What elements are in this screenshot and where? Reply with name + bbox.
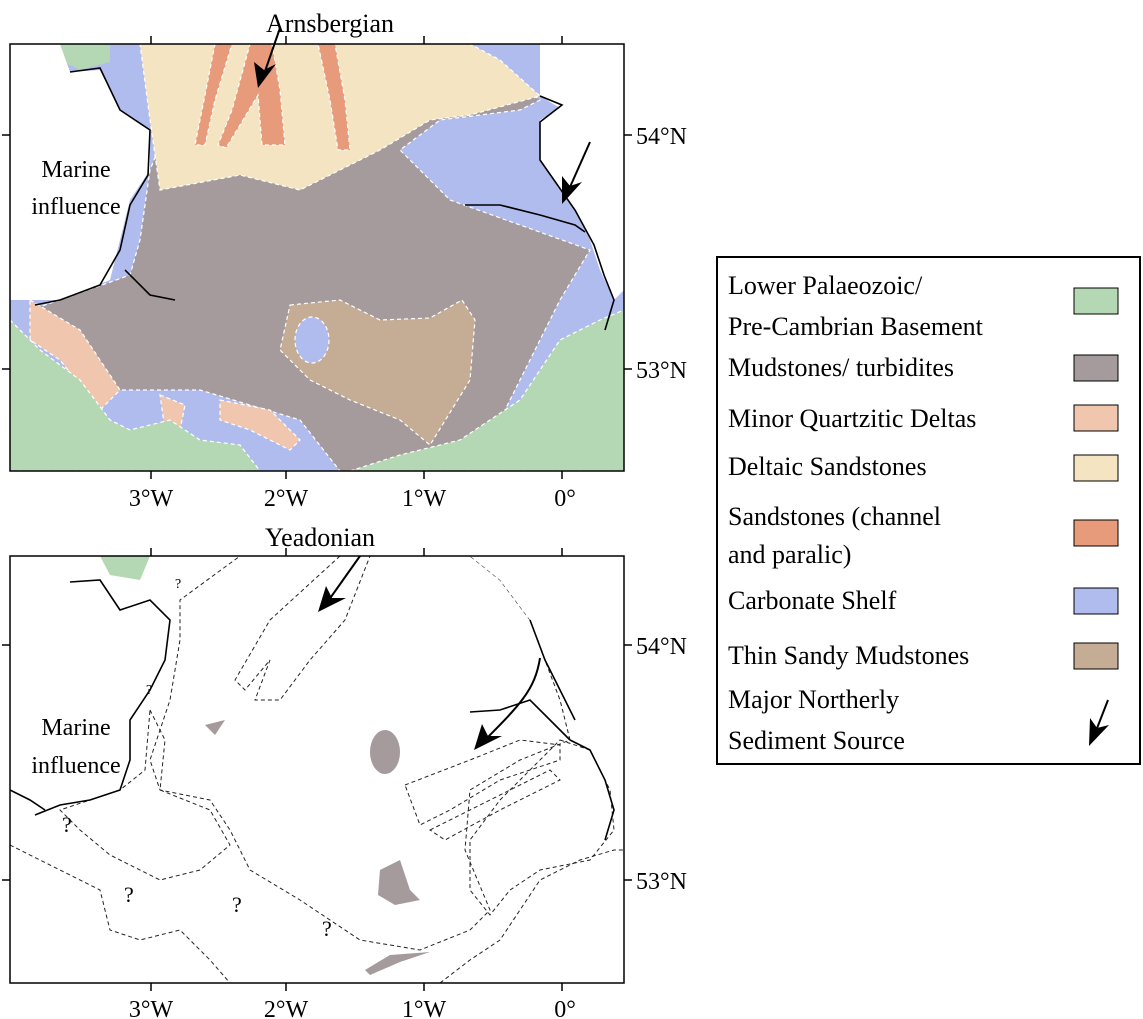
legend-swatch-basement [1073,287,1119,315]
channel-sandstone-region [234,556,371,701]
y-axis-ticks [2,134,632,370]
carbonate-shelf-region [469,739,615,916]
arrow-icon [1089,699,1109,746]
legend-label: Thin Sandy Mudstones [728,641,969,670]
legend-label: Pre-Cambrian Basement [728,312,984,341]
question-mark: ? [146,683,152,698]
basement-region [60,44,110,70]
legend-label: Sandstones (channel [728,502,941,531]
legend-label: Major Northerly [728,685,899,714]
legend-swatch-carbonate [1073,587,1119,615]
channel-sandstone-region [429,769,561,841]
coastline [569,739,615,841]
marine-influence-label: Marine [41,715,110,741]
y-axis-ticks [2,644,632,881]
map-arnsbergian: Arnsbergian Marine influence 3°W 2°W 1°W… [2,9,687,512]
mudstone-region [370,730,400,774]
legend-swatch-quartzitic [1073,404,1119,432]
marine-influence-label: influence [31,194,120,220]
basement-region [439,849,624,983]
legend-swatch-channel [1073,519,1119,547]
map-yeadonian: Yeadonian Marine influence ? ? ? ? ? ? 3… [2,523,687,1019]
legend-label: Mudstones/ turbidites [728,353,954,382]
question-mark: ? [232,892,242,917]
coastline [539,95,615,331]
sediment-source-arrow [474,657,541,750]
legend-swatch-sandy-mudstone [1073,642,1119,670]
coastline [465,204,586,233]
marine-influence-label: influence [31,753,120,779]
legend-label: Deltaic Sandstones [728,452,927,481]
question-mark: ? [62,812,72,837]
land-region [470,556,624,760]
y-tick-label: 54°N [636,124,687,150]
carbonate-shelf-region [294,316,330,364]
basement-region [10,844,231,983]
x-tick-label: 0° [554,997,576,1019]
basement-region [100,556,150,580]
x-tick-label: 1°W [402,997,447,1019]
coastline [124,269,176,301]
legend-swatch-deltaic [1073,454,1119,482]
land-region [10,44,150,300]
basement-region [349,309,624,471]
x-tick-label: 2°W [264,997,309,1019]
coastline [34,579,171,816]
x-axis-ticks [150,548,563,991]
legend-label: Lower Palaeozoic/ [728,271,923,300]
x-axis-ticks [150,36,563,479]
x-tick-label: 0° [554,486,576,512]
map-title: Arnsbergian [266,9,394,38]
marine-influence-label: Marine [41,157,110,183]
quartzitic-delta-region [29,298,121,411]
mudstone-region [378,860,420,905]
question-mark: ? [322,916,332,941]
deltaic-sandstone-region [149,556,571,951]
x-tick-label: 3°W [129,997,174,1019]
channel-sandstone-region [194,44,233,146]
sediment-source-arrow [562,141,591,204]
basement-region [10,319,261,471]
mudstone-region [205,720,225,735]
legend-label: Carbonate Shelf [728,586,897,615]
map-title: Yeadonian [265,523,375,552]
y-tick-label: 54°N [636,634,687,660]
x-tick-label: 1°W [402,486,447,512]
coastline [10,789,46,811]
map-frame [9,555,625,984]
coastline [529,619,576,721]
map-frame [9,43,625,472]
legend: Lower Palaeozoic/ Pre-Cambrian Basement … [716,256,1141,765]
coastline [34,67,151,306]
legend-label: and paralic) [728,540,851,569]
y-tick-label: 53°N [636,869,687,895]
channel-sandstone-region [317,44,351,151]
legend-frame [716,256,1141,765]
land-region [540,44,624,300]
question-mark: ? [124,882,134,907]
sediment-source-arrow [254,27,281,88]
coastline [469,699,571,741]
legend-label: Sediment Source [728,726,905,755]
mudstone-region [59,708,231,881]
y-tick-label: 53°N [636,358,687,384]
quartzitic-delta-region [219,399,301,451]
sediment-source-arrow [318,555,361,612]
channel-sandstone-region [404,739,561,826]
question-mark: ? [175,577,181,592]
mudstone-region [365,952,430,975]
x-tick-label: 2°W [264,486,309,512]
x-tick-label: 3°W [129,486,174,512]
legend-label: Minor Quartzitic Deltas [728,404,976,433]
legend-swatch-mudstone [1073,354,1119,382]
